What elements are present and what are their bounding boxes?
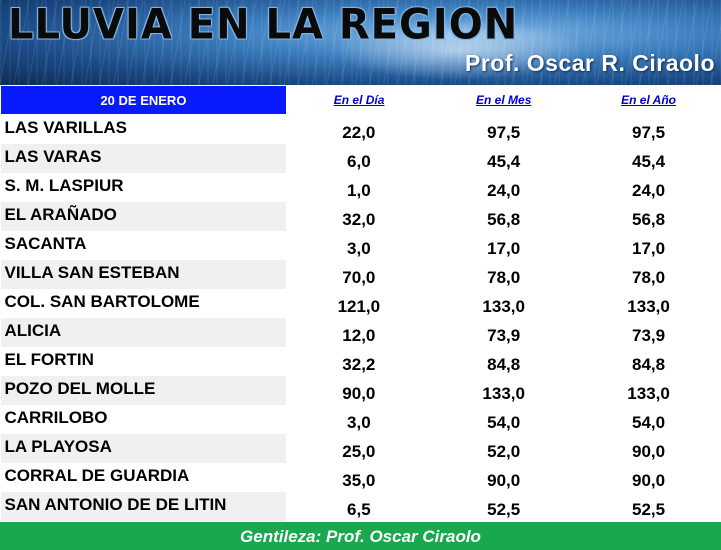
- rain-day-value: 1,0: [286, 172, 432, 202]
- banner: LLUVIA EN LA REGION Prof. Oscar R. Cirao…: [0, 0, 721, 85]
- table-row: CORRAL DE GUARDIA 35,0 90,0 90,0: [0, 462, 721, 492]
- rain-month-value: 84,8: [431, 346, 577, 376]
- location-name: CORRAL DE GUARDIA: [0, 462, 287, 492]
- table-row: CARRILOBO 3,0 54,0 54,0: [0, 404, 721, 434]
- rain-month-value: 56,8: [431, 201, 577, 231]
- table-row: LAS VARAS 6,0 45,4 45,4: [0, 143, 721, 173]
- footer-credit: Gentileza: Prof. Oscar Ciraolo: [0, 521, 721, 550]
- banner-glow: [330, 20, 590, 80]
- rain-year-value: 133,0: [576, 375, 721, 405]
- banner-author: Prof. Oscar R. Ciraolo: [464, 50, 715, 76]
- rain-year-value: 24,0: [576, 172, 721, 202]
- rain-day-value: 3,0: [286, 404, 432, 434]
- table-row: SACANTA 3,0 17,0 17,0: [0, 230, 721, 260]
- table-row: ALICIA 12,0 73,9 73,9: [0, 317, 721, 347]
- table-row: VILLA SAN ESTEBAN 70,0 78,0 78,0: [0, 259, 721, 289]
- table-row: POZO DEL MOLLE 90,0 133,0 133,0: [0, 375, 721, 405]
- rain-year-value: 133,0: [576, 288, 721, 318]
- date-header: 20 DE ENERO: [0, 85, 287, 115]
- rainfall-table: 20 DE ENERO En el Día En el Mes En el Añ…: [0, 85, 721, 521]
- banner-title: LLUVIA EN LA REGION: [8, 0, 519, 50]
- location-name: SACANTA: [0, 230, 287, 260]
- rain-month-value: 133,0: [431, 375, 577, 405]
- rain-month-value: 78,0: [431, 259, 577, 289]
- rain-month-value: 24,0: [431, 172, 577, 202]
- rain-year-value: 17,0: [576, 230, 721, 260]
- rain-day-value: 90,0: [286, 375, 432, 405]
- rain-month-value: 133,0: [431, 288, 577, 318]
- column-header-year[interactable]: En el Año: [576, 85, 721, 115]
- rain-month-value: 52,0: [431, 433, 577, 463]
- rain-month-value: 73,9: [431, 317, 577, 347]
- table-row: LAS VARILLAS 22,0 97,5 97,5: [0, 114, 721, 144]
- location-name: LAS VARILLAS: [0, 114, 287, 144]
- rain-day-value: 25,0: [286, 433, 432, 463]
- location-name: COL. SAN BARTOLOME: [0, 288, 287, 318]
- rain-year-value: 90,0: [576, 433, 721, 463]
- rain-year-value: 45,4: [576, 143, 721, 173]
- rain-day-value: 22,0: [286, 114, 432, 144]
- rain-day-value: 6,5: [286, 491, 432, 521]
- table-row: EL ARAÑADO 32,0 56,8 56,8: [0, 201, 721, 231]
- rain-month-value: 90,0: [431, 462, 577, 492]
- rain-year-value: 97,5: [576, 114, 721, 144]
- column-header-day[interactable]: En el Día: [286, 85, 432, 115]
- rain-day-value: 3,0: [286, 230, 432, 260]
- rain-month-value: 54,0: [431, 404, 577, 434]
- rain-day-value: 121,0: [286, 288, 432, 318]
- location-name: EL ARAÑADO: [0, 201, 287, 231]
- location-name: LA PLAYOSA: [0, 433, 287, 463]
- rain-day-value: 12,0: [286, 317, 432, 347]
- rain-day-value: 70,0: [286, 259, 432, 289]
- table-header-row: 20 DE ENERO En el Día En el Mes En el Añ…: [0, 85, 721, 115]
- rain-day-value: 35,0: [286, 462, 432, 492]
- location-name: CARRILOBO: [0, 404, 287, 434]
- table-row: COL. SAN BARTOLOME 121,0 133,0 133,0: [0, 288, 721, 318]
- table-row: EL FORTIN 32,2 84,8 84,8: [0, 346, 721, 376]
- rain-year-value: 78,0: [576, 259, 721, 289]
- location-name: S. M. LASPIUR: [0, 172, 287, 202]
- rain-year-value: 56,8: [576, 201, 721, 231]
- location-name: VILLA SAN ESTEBAN: [0, 259, 287, 289]
- rain-day-value: 6,0: [286, 143, 432, 173]
- table-body: LAS VARILLAS 22,0 97,5 97,5 LAS VARAS 6,0 45,4…: [0, 114, 721, 521]
- column-header-month[interactable]: En el Mes: [431, 85, 577, 115]
- rain-year-value: 84,8: [576, 346, 721, 376]
- location-name: ALICIA: [0, 317, 287, 347]
- rain-year-value: 73,9: [576, 317, 721, 347]
- location-name: EL FORTIN: [0, 346, 287, 376]
- table-row: S. M. LASPIUR 1,0 24,0 24,0: [0, 172, 721, 202]
- table-row: SAN ANTONIO DE DE LITIN 6,5 52,5 52,5: [0, 491, 721, 521]
- rain-day-value: 32,2: [286, 346, 432, 376]
- rain-month-value: 52,5: [431, 491, 577, 521]
- location-name: LAS VARAS: [0, 143, 287, 173]
- rain-month-value: 45,4: [431, 143, 577, 173]
- rain-year-value: 52,5: [576, 491, 721, 521]
- rain-day-value: 32,0: [286, 201, 432, 231]
- rain-year-value: 90,0: [576, 462, 721, 492]
- location-name: POZO DEL MOLLE: [0, 375, 287, 405]
- location-name: SAN ANTONIO DE DE LITIN: [0, 491, 287, 521]
- table-row: LA PLAYOSA 25,0 52,0 90,0: [0, 433, 721, 463]
- rain-month-value: 17,0: [431, 230, 577, 260]
- rain-year-value: 54,0: [576, 404, 721, 434]
- rain-month-value: 97,5: [431, 114, 577, 144]
